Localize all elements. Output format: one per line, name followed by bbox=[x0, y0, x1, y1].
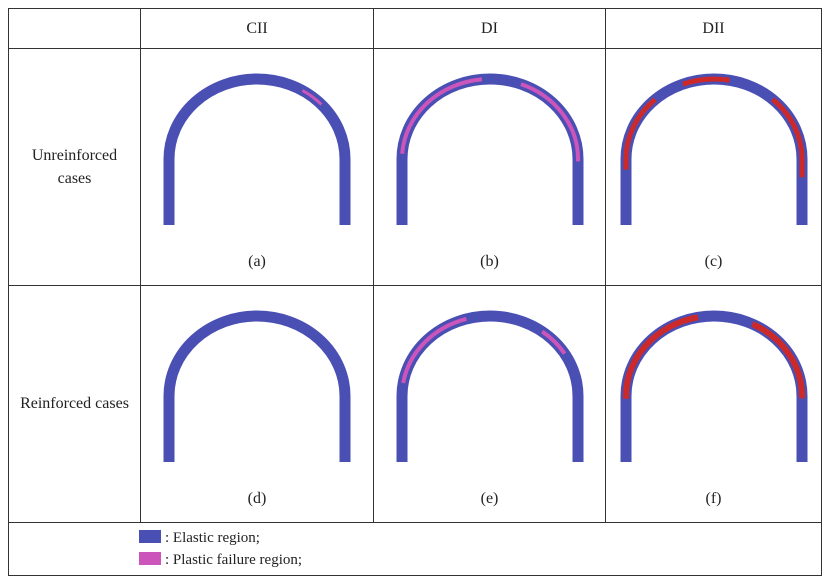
column-header: DII bbox=[606, 9, 822, 49]
arch-figure bbox=[606, 286, 822, 486]
panel-label: (c) bbox=[606, 253, 821, 271]
panel: (f) bbox=[606, 286, 821, 522]
row-label: Unreinforced cases bbox=[9, 49, 141, 286]
legend-text: : Elastic region; bbox=[165, 530, 260, 546]
arch-figure bbox=[141, 286, 374, 486]
panel-label: (e) bbox=[374, 490, 605, 508]
panel: (b) bbox=[374, 49, 605, 285]
header-row: CII DI DII bbox=[9, 9, 822, 49]
result-row: Unreinforced cases (a) (b) (c) bbox=[9, 49, 822, 286]
legend-swatch bbox=[139, 530, 161, 543]
corner-cell bbox=[9, 9, 141, 49]
arch-figure bbox=[374, 286, 606, 486]
legend: : Elastic region; : Plastic failure regi… bbox=[9, 523, 822, 576]
panel: (e) bbox=[374, 286, 605, 522]
arch-figure bbox=[374, 49, 606, 249]
legend-swatch bbox=[139, 552, 161, 565]
panel: (d) bbox=[141, 286, 373, 522]
panel: (a) bbox=[141, 49, 373, 285]
row-label: Reinforced cases bbox=[9, 286, 141, 523]
panel-label: (a) bbox=[141, 253, 373, 271]
result-row: Reinforced cases (d) (e) (f) bbox=[9, 286, 822, 523]
figure-table: CII DI DII Unreinforced cases (a) (b) (c… bbox=[8, 8, 822, 576]
panel: (c) bbox=[606, 49, 821, 285]
legend-item: : Plastic failure region; bbox=[139, 549, 821, 571]
legend-text: : Plastic failure region; bbox=[165, 552, 302, 568]
panel-label: (b) bbox=[374, 253, 605, 271]
panel-label: (f) bbox=[606, 490, 821, 508]
column-header: CII bbox=[141, 9, 374, 49]
arch-figure bbox=[141, 49, 374, 249]
panel-label: (d) bbox=[141, 490, 373, 508]
legend-row: : Elastic region; : Plastic failure regi… bbox=[9, 523, 822, 576]
column-header: DI bbox=[374, 9, 606, 49]
arch-figure bbox=[606, 49, 822, 249]
page: CII DI DII Unreinforced cases (a) (b) (c… bbox=[0, 0, 827, 584]
legend-item: : Elastic region; bbox=[139, 527, 821, 549]
